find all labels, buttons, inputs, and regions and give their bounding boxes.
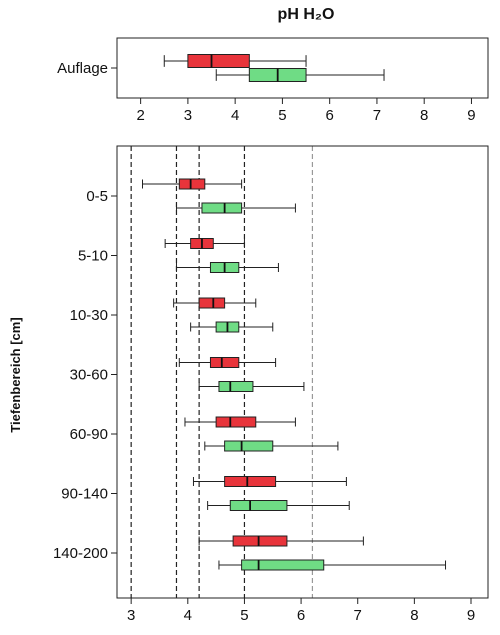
x-tick-label-4: 4 bbox=[184, 607, 192, 624]
x-tick-label-8: 8 bbox=[410, 607, 418, 624]
bottom-panel: 3 4 5 6 7 8 9 0-5 5-10 10-30 30-60 60-90 90-140 140-2… bbox=[53, 145, 489, 624]
box-140-200-red bbox=[198, 535, 364, 547]
box-iqr bbox=[232, 535, 288, 547]
box-iqr bbox=[209, 357, 240, 368]
y-tick-label-60-90: 60-90 bbox=[70, 426, 108, 443]
box-10-30-red bbox=[173, 297, 257, 309]
box-140-200-green bbox=[218, 559, 447, 571]
x-tick-label-9: 9 bbox=[467, 107, 475, 124]
box-60-90-green bbox=[204, 440, 339, 452]
y-tick-label-90-140: 90-140 bbox=[61, 486, 108, 503]
box-Auflage-red bbox=[163, 54, 307, 68]
chart-title: pH H₂O bbox=[278, 6, 335, 23]
box-90-140-green bbox=[207, 500, 350, 511]
x-tick-label-4: 4 bbox=[231, 107, 239, 124]
box-5-10-green bbox=[175, 262, 279, 273]
x-tick-label-6: 6 bbox=[326, 107, 334, 124]
y-tick-label-0-5: 0-5 bbox=[86, 188, 108, 205]
x-tick-label-9: 9 bbox=[467, 607, 475, 624]
box-iqr bbox=[187, 54, 250, 68]
x-tick-label-3: 3 bbox=[184, 107, 192, 124]
x-tick-label-2: 2 bbox=[136, 107, 144, 124]
x-tick-label-7: 7 bbox=[373, 107, 381, 124]
box-90-140-red bbox=[192, 476, 347, 487]
top-panel: 2 3 4 5 6 7 8 9 Auflage bbox=[57, 37, 489, 124]
box-30-60-red bbox=[178, 357, 277, 368]
box-10-30-green bbox=[190, 321, 274, 333]
y-tick-label-Auflage: Auflage bbox=[57, 60, 108, 77]
box-0-5-green bbox=[175, 202, 296, 214]
y-tick-label-140-200: 140-200 bbox=[53, 545, 108, 562]
box-iqr bbox=[218, 381, 254, 392]
box-60-90-red bbox=[184, 416, 296, 428]
y-tick-label-30-60: 30-60 bbox=[70, 367, 108, 384]
box-iqr bbox=[224, 440, 274, 452]
x-tick-label-5: 5 bbox=[278, 107, 286, 124]
panel-frame bbox=[116, 145, 489, 599]
x-tick-label-5: 5 bbox=[240, 607, 248, 624]
box-Auflage-green bbox=[215, 68, 385, 82]
box-iqr bbox=[229, 500, 288, 511]
x-tick-label-3: 3 bbox=[127, 607, 135, 624]
x-tick-label-8: 8 bbox=[420, 107, 428, 124]
box-iqr bbox=[198, 297, 226, 309]
box-iqr bbox=[201, 202, 243, 214]
x-tick-label-6: 6 bbox=[297, 607, 305, 624]
box-30-60-green bbox=[198, 381, 305, 392]
box-iqr bbox=[215, 416, 257, 428]
box-iqr bbox=[224, 476, 277, 487]
box-iqr bbox=[178, 178, 206, 190]
y-tick-label-10-30: 10-30 bbox=[70, 307, 108, 324]
y-axis-label: Tiefenbereich [cm] bbox=[8, 317, 23, 432]
box-iqr bbox=[241, 559, 325, 571]
y-tick-label-5-10: 5-10 bbox=[78, 248, 108, 265]
x-tick-label-7: 7 bbox=[354, 607, 362, 624]
box-0-5-red bbox=[141, 178, 243, 190]
box-5-10-red bbox=[164, 238, 245, 249]
